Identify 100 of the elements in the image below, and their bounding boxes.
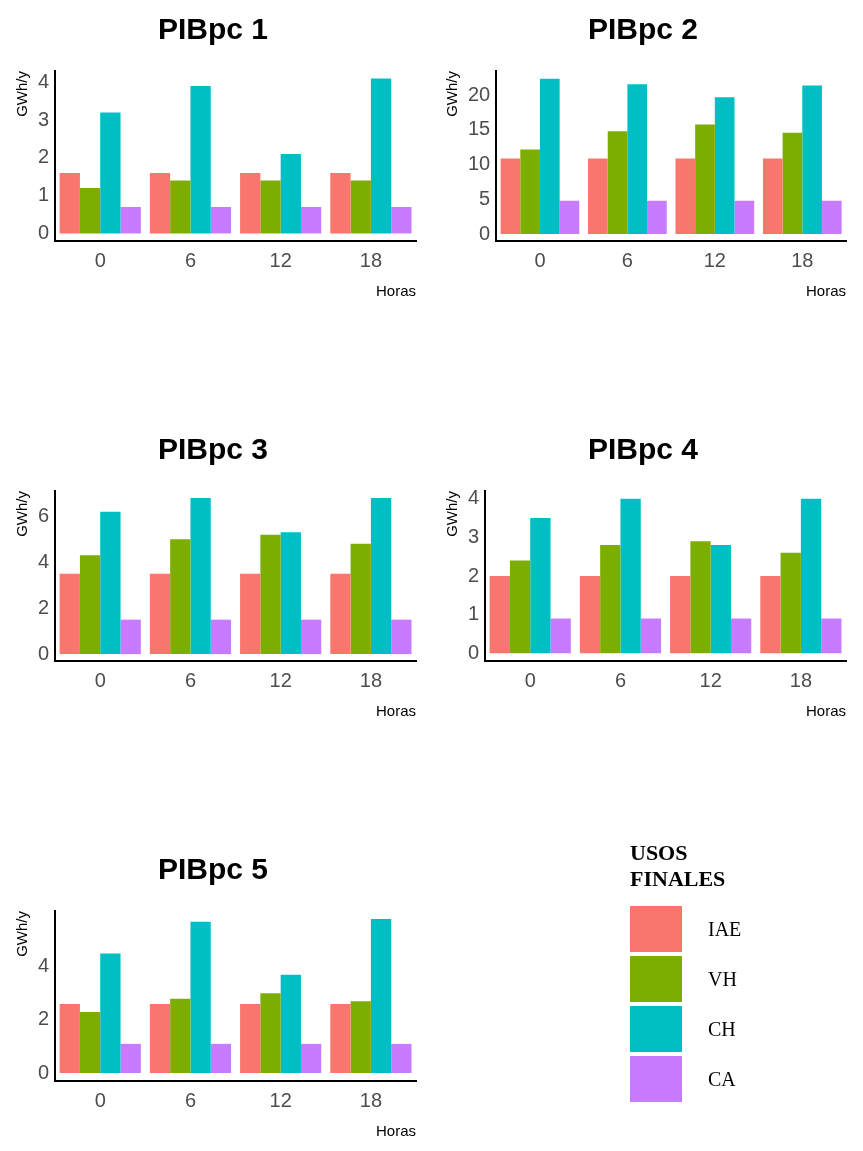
bar xyxy=(240,573,261,655)
y-tick-label: 2 xyxy=(38,145,50,168)
bar xyxy=(821,618,842,654)
bar xyxy=(170,539,191,655)
bar xyxy=(280,974,301,1074)
legend-title: USOS FINALES xyxy=(630,840,727,892)
bar xyxy=(210,1043,232,1074)
bar xyxy=(760,576,781,654)
bar xyxy=(800,498,822,654)
bar xyxy=(489,576,510,654)
y-tick-label: 4 xyxy=(38,954,50,977)
x-axis-title: Horas xyxy=(375,282,416,300)
y-tick-label: 3 xyxy=(468,524,480,547)
bar xyxy=(350,1001,371,1074)
bar xyxy=(240,1003,261,1074)
bar xyxy=(600,545,621,654)
bar xyxy=(370,78,392,234)
bar xyxy=(100,112,121,234)
bar xyxy=(714,97,735,235)
x-tick-label: 18 xyxy=(359,668,383,691)
bar xyxy=(100,511,121,655)
chart-title: PIBpc 2 xyxy=(587,12,699,46)
bar xyxy=(530,518,551,654)
y-axis-title: GWh/y xyxy=(13,70,31,117)
x-axis-title: Horas xyxy=(805,282,846,300)
x-tick-label: 6 xyxy=(614,668,627,691)
y-tick-label: 4 xyxy=(38,69,50,92)
x-tick-label: 18 xyxy=(359,248,383,271)
x-tick-label: 0 xyxy=(94,1088,106,1111)
y-tick-label: 20 xyxy=(468,82,491,105)
bar xyxy=(120,619,141,655)
x-axis-title: Horas xyxy=(805,702,846,720)
y-tick-label: 6 xyxy=(38,503,50,526)
y-tick-label: 0 xyxy=(38,220,50,243)
y-axis-title: GWh/y xyxy=(13,490,31,537)
x-tick-label: 6 xyxy=(184,1088,197,1111)
bar xyxy=(391,1043,412,1074)
bar xyxy=(260,993,281,1074)
bar xyxy=(350,180,371,234)
bar xyxy=(100,953,121,1074)
bar xyxy=(240,173,261,234)
bar xyxy=(695,124,715,235)
y-tick-label: 2 xyxy=(38,595,50,618)
x-tick-label: 12 xyxy=(703,248,726,271)
bar xyxy=(120,1043,141,1074)
bar xyxy=(640,618,662,654)
bar xyxy=(350,543,371,655)
bar xyxy=(627,84,648,235)
bar xyxy=(190,497,211,655)
y-tick-label: 0 xyxy=(468,640,480,663)
x-axis-title: Horas xyxy=(375,1122,416,1140)
bar xyxy=(520,149,540,235)
chart-title: PIBpc 3 xyxy=(157,432,269,466)
bar xyxy=(370,918,392,1074)
bar xyxy=(260,534,281,655)
x-tick-label: 6 xyxy=(621,248,633,271)
bar xyxy=(780,552,801,654)
y-tick-label: 4 xyxy=(38,549,50,572)
bar xyxy=(170,180,191,234)
y-tick-label: 2 xyxy=(38,1007,50,1030)
bar xyxy=(330,173,351,234)
y-tick-label: 4 xyxy=(468,486,480,509)
bar xyxy=(210,619,232,655)
y-tick-label: 1 xyxy=(38,183,50,206)
bar xyxy=(330,573,351,655)
bar xyxy=(509,560,531,654)
bar xyxy=(149,173,171,234)
bar xyxy=(370,497,392,655)
bar xyxy=(550,618,571,654)
bar xyxy=(330,1003,351,1074)
x-tick-label: 12 xyxy=(269,668,292,691)
bar xyxy=(59,573,80,655)
legend-label: VH xyxy=(708,967,737,991)
bar xyxy=(79,1011,101,1074)
bar xyxy=(59,173,80,234)
bar xyxy=(730,618,752,654)
y-tick-label: 10 xyxy=(468,152,491,175)
bar xyxy=(539,78,560,235)
bar xyxy=(607,131,628,235)
bar xyxy=(210,207,232,234)
bar xyxy=(59,1003,80,1074)
x-tick-label: 18 xyxy=(791,248,814,271)
bar xyxy=(300,207,322,234)
bar xyxy=(79,555,101,655)
bar xyxy=(734,200,755,235)
y-axis-title: GWh/y xyxy=(443,70,461,117)
bar xyxy=(280,154,301,234)
x-tick-label: 12 xyxy=(269,248,292,271)
bar xyxy=(500,158,521,235)
y-tick-label: 0 xyxy=(38,1060,50,1083)
bar xyxy=(559,200,580,235)
x-tick-label: 0 xyxy=(534,248,546,271)
bar xyxy=(190,86,211,234)
bar xyxy=(280,532,301,655)
x-tick-label: 18 xyxy=(789,668,813,691)
y-tick-label: 1 xyxy=(468,602,480,625)
y-tick-label: 0 xyxy=(479,221,491,244)
x-tick-label: 18 xyxy=(359,1088,383,1111)
y-axis-title: GWh/y xyxy=(13,910,31,957)
bar xyxy=(802,85,822,235)
